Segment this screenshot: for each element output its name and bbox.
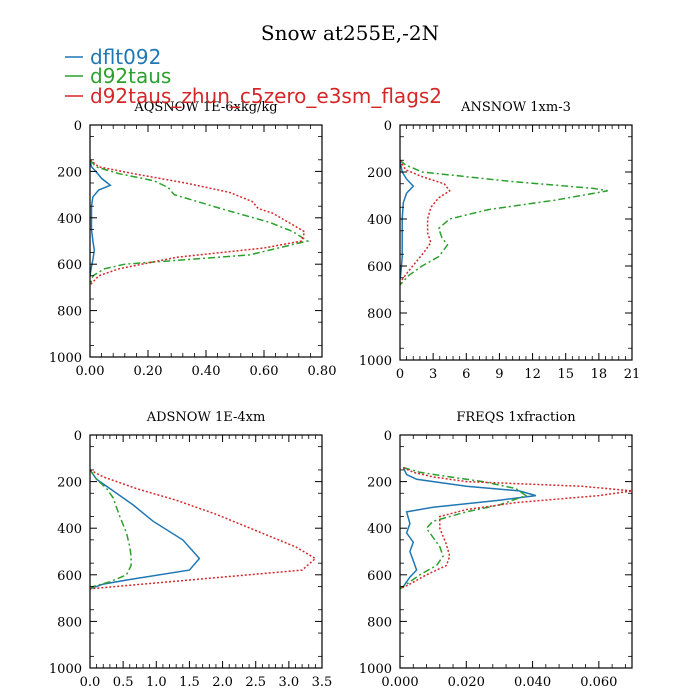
- series-line-d92taus-zhun-c5zero-e3sm-flags2: [400, 159, 451, 283]
- series-line-d92taus-zhun-c5zero-e3sm-flags2: [90, 469, 317, 590]
- x-tick-label: 21: [624, 367, 641, 382]
- series-line-dflt092: [400, 467, 537, 590]
- x-tick-label: 0.0: [80, 675, 101, 690]
- series-line-d92taus-zhun-c5zero-e3sm-flags2: [400, 466, 632, 590]
- y-tick-label: 200: [57, 476, 82, 491]
- y-tick-label: 0: [74, 429, 82, 444]
- y-tick-label: 0: [74, 119, 82, 134]
- plot-frame: [89, 434, 323, 669]
- y-tick-label: 0: [384, 429, 392, 444]
- x-tick-label: 2.5: [245, 675, 266, 690]
- y-tick-label: 400: [57, 522, 82, 537]
- legend-label-d92taus: d92taus: [90, 64, 171, 88]
- x-tick-label: 3.5: [312, 675, 333, 690]
- y-tick-label: 600: [367, 569, 392, 584]
- panel-freqs: FREQS 1xfraction 0.000 0.020 0.040 0.060 0 200…: [359, 410, 633, 690]
- x-tick-label: 9: [495, 367, 503, 382]
- x-tick-label: 0.040: [514, 675, 551, 690]
- legend-label-dflt092: dflt092: [90, 45, 161, 69]
- panel-aqsnow: AQSNOW 1E-6xkg/kg 0.00 0.20 0.40 0.60 0.80 0 20…: [49, 100, 337, 379]
- x-tick-label: 0.000: [381, 675, 418, 690]
- y-tick-label: 1000: [359, 354, 392, 369]
- series-line-dflt092: [90, 159, 112, 276]
- y-tick-label: 800: [367, 615, 392, 630]
- plot-frame: [399, 434, 633, 669]
- x-tick-label: 3.0: [279, 675, 300, 690]
- y-tick-label: 600: [367, 260, 392, 275]
- x-tick-label: 0.060: [580, 675, 617, 690]
- x-tick-label: 0: [396, 367, 404, 382]
- series-line-d92taus: [90, 159, 310, 286]
- x-tick-label: 1.0: [146, 675, 167, 690]
- y-tick-label: 800: [57, 615, 82, 630]
- plot-frame: [399, 124, 633, 361]
- y-tick-label: 1000: [359, 662, 392, 677]
- x-tick-label: 0.5: [113, 675, 134, 690]
- x-tick-label: 15: [557, 367, 574, 382]
- y-tick-label: 600: [57, 258, 82, 273]
- series-line-d92taus: [400, 159, 608, 286]
- x-tick-label: 0.60: [250, 364, 279, 379]
- y-tick-label: 400: [367, 522, 392, 537]
- x-tick-label: 0.20: [134, 364, 163, 379]
- x-tick-label: 18: [591, 367, 608, 382]
- x-tick-label: 2.0: [212, 675, 233, 690]
- y-tick-label: 400: [57, 212, 82, 227]
- series-line-dflt092: [400, 160, 415, 281]
- y-tick-label: 400: [367, 213, 392, 228]
- x-tick-label: 1.5: [179, 675, 200, 690]
- panel-title: AQSNOW 1E-6xkg/kg: [133, 100, 277, 115]
- y-tick-label: 600: [57, 569, 82, 584]
- series-line-dflt092: [90, 469, 201, 590]
- x-tick-label: 6: [462, 367, 470, 382]
- legend-label-d92taus-zhun: d92taus_zhun_c5zero_e3sm_flags2: [90, 84, 442, 108]
- y-tick-label: 1000: [49, 662, 82, 677]
- y-tick-label: 800: [57, 305, 82, 320]
- y-tick-label: 800: [367, 307, 392, 322]
- x-tick-label: 3: [429, 367, 437, 382]
- x-tick-label: 0.40: [192, 364, 221, 379]
- series-line-d92taus: [90, 469, 132, 590]
- y-tick-label: 200: [367, 166, 392, 181]
- y-tick-label: 1000: [49, 351, 82, 366]
- x-tick-label: 0.00: [76, 364, 105, 379]
- x-tick-label: 12: [524, 367, 541, 382]
- y-tick-label: 200: [367, 476, 392, 491]
- x-tick-label: 0.020: [448, 675, 485, 690]
- plot-frame: [89, 124, 323, 358]
- panel-ansnow: ANSNOW 1xm-3 0 3 6 9 12 15 18 21 0 200 400 600 800 100…: [359, 100, 640, 382]
- figure-title: Snow at255E,-2N: [261, 21, 439, 45]
- x-tick-label: 0.80: [308, 364, 337, 379]
- series-line-d92taus-zhun-c5zero-e3sm-flags2: [90, 159, 306, 286]
- panel-adsnow: ADSNOW 1E-4xm 0.0 0.5 1.0 1.5 2.0 2.5 3.0 3.5 0 20…: [49, 410, 332, 690]
- y-tick-label: 200: [57, 165, 82, 180]
- legend: dflt092 d92taus d92taus_zhun_c5zero_e3sm…: [65, 45, 442, 108]
- panel-title: ADSNOW 1E-4xm: [146, 410, 266, 425]
- panel-title: FREQS 1xfraction: [456, 410, 576, 425]
- y-tick-label: 0: [384, 119, 392, 134]
- panel-title: ANSNOW 1xm-3: [460, 100, 571, 115]
